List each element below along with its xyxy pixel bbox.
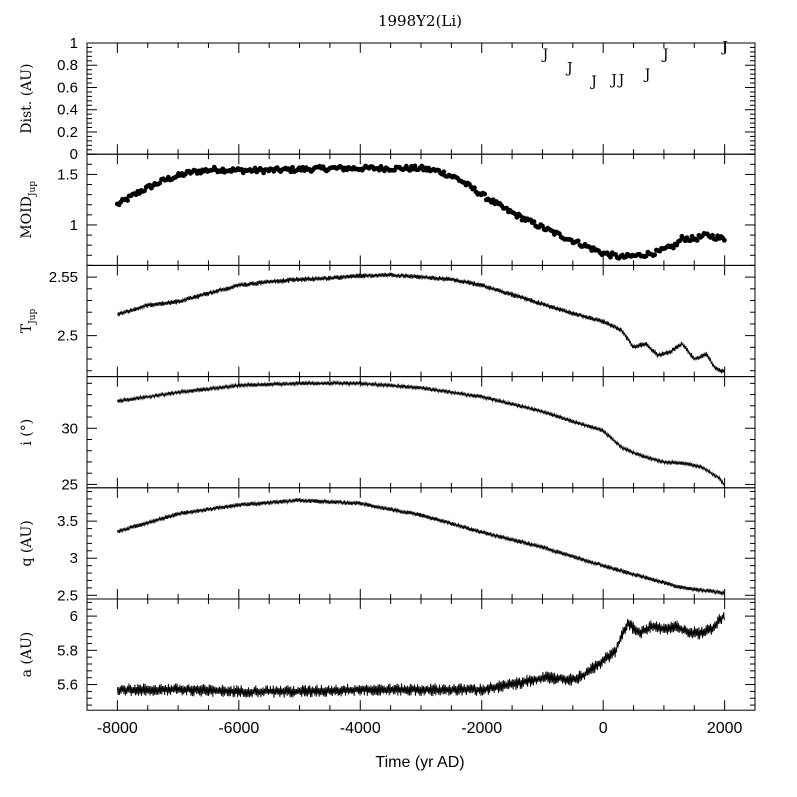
moid-point (575, 238, 581, 244)
series-line-a (116, 611, 725, 698)
y-tick-label: 25 (61, 476, 78, 493)
distance-marker: J (589, 74, 597, 90)
y-tick-label: 0 (70, 146, 78, 163)
chart-title: 1998Y2(Li) (378, 12, 462, 30)
moid-point (142, 188, 147, 194)
distance-marker: J (565, 60, 573, 76)
moid-point (412, 163, 418, 169)
y-tick-label: 2.5 (57, 328, 78, 345)
y-axis-label: i (°) (19, 419, 35, 446)
panel-frame (86, 264, 756, 378)
y-axis-label-sub: Jup (28, 181, 38, 197)
y-tick-label: 0.4 (57, 102, 78, 119)
moid-point (531, 219, 537, 225)
x-axis-label: Time (yr AD) (375, 754, 464, 771)
y-tick-label: 6 (70, 608, 78, 625)
y-axis-label: a (AU) (19, 632, 35, 678)
y-tick-label: 2.5 (57, 587, 78, 604)
y-tick-label: 1 (70, 35, 78, 52)
distance-marker: J (617, 73, 625, 89)
y-tick-label: 3 (70, 550, 78, 567)
y-axis-label-main: MOID (19, 196, 35, 239)
panel-frame (86, 487, 756, 600)
y-tick-label: 5.8 (57, 642, 78, 659)
y-tick-label: 2.55 (49, 269, 78, 286)
panel-frame (86, 42, 756, 155)
moid-point (710, 232, 715, 238)
x-tick-label: 2000 (707, 720, 743, 737)
moid-point (125, 198, 130, 203)
series-line-incl (116, 379, 725, 487)
y-axis-label-sub: Jup (28, 309, 38, 325)
moid-point (504, 205, 510, 211)
panel-incl: 25 30 i (°) (19, 376, 756, 493)
y-axis-label: MOIDJup (19, 181, 38, 239)
panel-frame (86, 376, 756, 489)
distance-marker: J (541, 47, 549, 63)
moid-point (694, 237, 700, 243)
series-line-q (116, 497, 725, 597)
x-tick-label: 0 (599, 720, 608, 737)
y-tick-label: 0.8 (57, 57, 78, 74)
distance-marker: J (609, 73, 617, 89)
y-tick-label: 0.2 (57, 124, 78, 141)
y-tick-label: 1.5 (57, 166, 78, 183)
moid-point (643, 253, 649, 259)
x-tick-label: -4000 (340, 720, 381, 737)
moid-point (482, 191, 488, 197)
y-tick-label: 0.6 (57, 79, 78, 96)
distance-marker: J (720, 39, 728, 55)
moid-point (674, 242, 680, 248)
y-axis-label: Dist. (AU) (19, 63, 35, 133)
y-tick-label: 3.5 (57, 513, 78, 530)
distance-marker: J (643, 67, 651, 83)
moid-point (252, 165, 258, 171)
x-axis: -8000 -6000 -4000 -2000 0 2000 (97, 720, 743, 737)
y-tick-label: 5.6 (57, 677, 78, 694)
y-tick-label: 1 (70, 217, 78, 234)
moid-point (290, 165, 295, 170)
series-line-tjup (116, 271, 725, 374)
x-tick-label: -8000 (97, 720, 138, 737)
distance-marker: J (661, 47, 669, 63)
moid-point (721, 237, 727, 243)
panel-tjup: 2.5 2.55 TJup (19, 264, 756, 378)
y-axis-label: q (AU) (19, 520, 35, 566)
moid-point (652, 252, 658, 258)
x-tick-label: -2000 (461, 720, 502, 737)
panel-q: 2.5 3 3.5 q (AU) (19, 487, 756, 604)
panel-moid: 1 1.5 MOIDJup (19, 153, 756, 266)
y-tick-label: 30 (61, 420, 78, 437)
y-axis-label-main: T (19, 323, 35, 333)
panel-a: 5.6 5.8 6 a (AU) (19, 598, 756, 711)
moid-point (608, 254, 613, 260)
moid-point (472, 185, 477, 191)
moid-point (288, 169, 294, 175)
moid-point (670, 245, 676, 251)
moid-point (157, 180, 163, 186)
moid-point (441, 169, 447, 175)
y-axis-label: TJup (19, 309, 38, 334)
x-tick-label: -6000 (218, 720, 259, 737)
